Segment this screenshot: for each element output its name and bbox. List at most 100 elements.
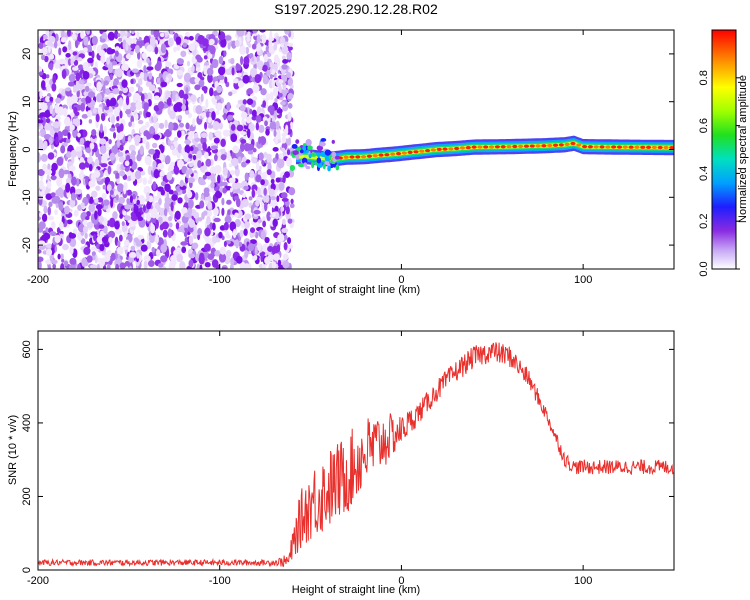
- noise-blob: [65, 87, 71, 92]
- noise-blob: [115, 194, 119, 201]
- colorbar: 0.0 0.2 0.4 0.6 0.8 Normalized spectral ampl…: [698, 29, 749, 277]
- noise-blob: [262, 64, 268, 72]
- noise-blob: [166, 171, 173, 181]
- noise-blob: [84, 232, 88, 239]
- noise-blob: [193, 224, 197, 232]
- noise-blob: [272, 157, 278, 164]
- noise-blob: [231, 157, 239, 167]
- noise-blob: [121, 221, 125, 227]
- noise-blob: [216, 85, 223, 94]
- noise-blob: [108, 236, 113, 244]
- noise-blob: [286, 149, 291, 156]
- noise-blob: [42, 49, 48, 55]
- noise-blob: [262, 100, 267, 108]
- noise-blob: [219, 246, 227, 255]
- noise-blob: [64, 205, 70, 215]
- noise-blob: [134, 134, 141, 144]
- ridge-peak: [616, 145, 623, 149]
- noise-blob: [273, 253, 280, 261]
- noise-blob: [176, 82, 183, 88]
- noise-blob: [152, 181, 157, 191]
- noise-blob: [117, 151, 124, 158]
- ridge-peak: [529, 144, 535, 148]
- noise-blob: [265, 93, 271, 101]
- noise-blob: [52, 263, 57, 269]
- noise-blob: [171, 149, 179, 156]
- noise-blob: [145, 213, 151, 222]
- spectrogram-y-ticks: -20 -10 0 10 20: [21, 48, 674, 253]
- noise-blob: [51, 83, 57, 92]
- noise-blob: [184, 110, 190, 115]
- noise-blob: [260, 230, 266, 240]
- noise-blob: [221, 148, 226, 153]
- noise-blob: [203, 187, 210, 195]
- noise-blob: [62, 107, 68, 117]
- noise-blob: [63, 116, 71, 127]
- noise-blob: [164, 119, 168, 129]
- noise-blob: [68, 73, 76, 82]
- noise-blob: [207, 201, 213, 210]
- noise-blob: [289, 121, 294, 130]
- noise-blob: [119, 110, 123, 119]
- noise-blob: [285, 205, 290, 215]
- noise-blob: [128, 158, 133, 167]
- noise-blob: [254, 231, 259, 239]
- noise-blob: [239, 229, 244, 238]
- noise-blob: [89, 196, 94, 204]
- noise-blob: [262, 194, 270, 204]
- noise-blob: [234, 167, 240, 177]
- noise-blob: [277, 159, 285, 169]
- noise-blob: [288, 187, 296, 196]
- noise-blob: [215, 110, 220, 115]
- noise-blob: [139, 145, 145, 155]
- noise-blob: [145, 121, 150, 128]
- noise-blob: [185, 122, 190, 130]
- noise-blob: [58, 47, 62, 56]
- noise-blob: [120, 30, 126, 37]
- noise-blob: [126, 189, 132, 196]
- noise-blob: [38, 256, 44, 262]
- noise-blob: [75, 178, 80, 187]
- noise-blob: [281, 197, 289, 202]
- noise-blob: [115, 46, 120, 51]
- noise-blob: [188, 219, 195, 228]
- y-tick-label: 200: [21, 487, 33, 505]
- noise-blob: [38, 104, 42, 110]
- noise-blob: [276, 244, 281, 253]
- noise-blob: [284, 234, 288, 241]
- noise-blob: [196, 150, 202, 159]
- ridge-peak: [593, 145, 599, 149]
- noise-blob: [78, 79, 85, 85]
- noise-blob: [171, 233, 176, 242]
- noise-blob: [65, 53, 71, 58]
- noise-blob: [109, 97, 117, 107]
- noise-blob: [46, 248, 53, 256]
- noise-blob: [102, 84, 106, 93]
- noise-blob: [66, 219, 73, 225]
- noise-blob: [222, 129, 231, 137]
- noise-blob: [222, 167, 228, 176]
- noise-blob: [122, 210, 127, 216]
- noise-blob: [279, 36, 286, 46]
- noise-blob: [124, 108, 132, 115]
- noise-blob: [197, 34, 205, 45]
- noise-blob: [188, 130, 195, 138]
- noise-blob: [188, 112, 193, 118]
- noise-blob: [217, 156, 222, 161]
- noise-blob: [257, 219, 263, 224]
- x-tick-label: -200: [27, 274, 49, 286]
- ridge-scatter: [311, 161, 315, 169]
- noise-blob: [246, 88, 254, 95]
- noise-blob: [99, 144, 107, 154]
- noise-blob: [282, 174, 286, 184]
- noise-blob: [205, 158, 212, 167]
- noise-blob: [251, 57, 255, 62]
- noise-blob: [80, 202, 85, 208]
- noise-blob: [77, 263, 82, 269]
- noise-blob: [61, 69, 67, 79]
- noise-blob: [118, 234, 123, 242]
- noise-blob: [194, 192, 199, 201]
- noise-blob: [251, 189, 256, 198]
- ridge-scatter: [301, 157, 308, 165]
- noise-blob: [204, 261, 211, 268]
